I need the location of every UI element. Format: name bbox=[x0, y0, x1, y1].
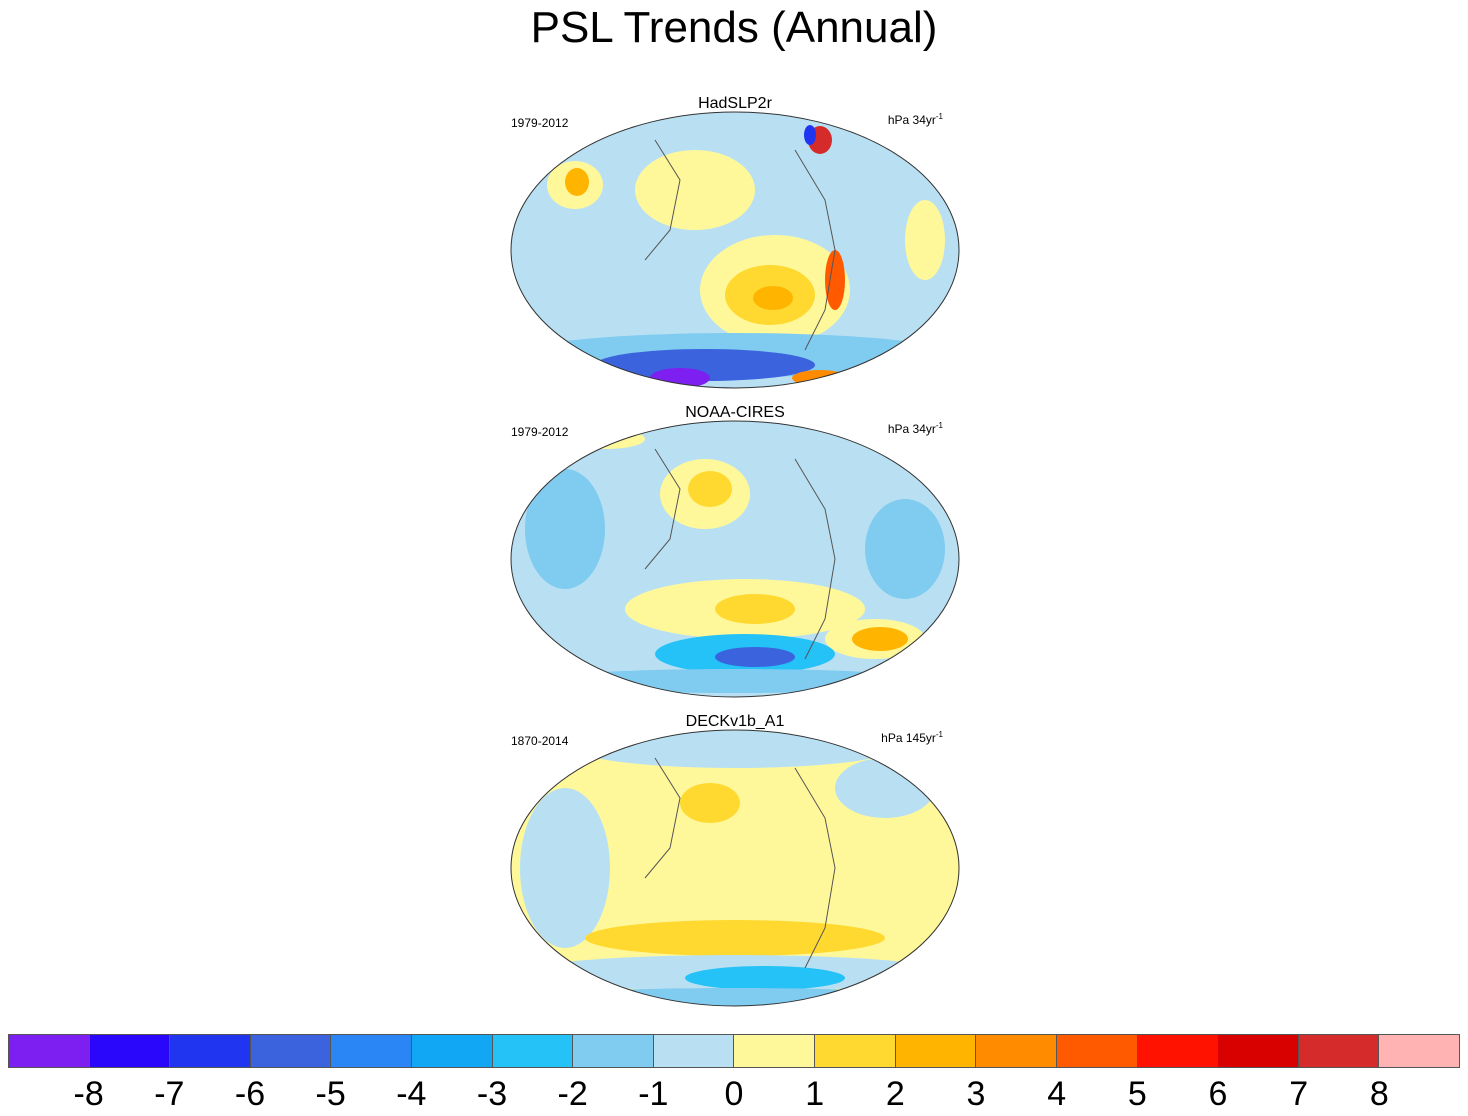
colorbar-tick-label: -6 bbox=[234, 1075, 266, 1113]
map-panel-deckv1b-a1: DECKv1b_A1 1870-2014 hPa 145yr-1 bbox=[505, 712, 965, 1012]
colorbar-box bbox=[1137, 1035, 1219, 1067]
colorbar-tick-label: -2 bbox=[557, 1075, 588, 1113]
colorbar-box bbox=[815, 1035, 896, 1067]
map-hadslp2r bbox=[510, 111, 960, 389]
colorbar-box bbox=[331, 1035, 413, 1067]
colorbar bbox=[8, 1034, 1460, 1068]
figure-title: PSL Trends (Annual) bbox=[530, 3, 938, 52]
colorbar-tick-label: 6 bbox=[1208, 1075, 1228, 1113]
panel-units: hPa 34yr-1 bbox=[887, 421, 943, 436]
panel-period: 1979-2012 bbox=[511, 425, 569, 439]
colorbar-tick-label: -3 bbox=[476, 1075, 508, 1113]
colorbar-box bbox=[170, 1035, 251, 1067]
colorbar-box bbox=[653, 1035, 735, 1067]
colorbar-box bbox=[492, 1035, 574, 1067]
colorbar-tick-label: 1 bbox=[805, 1075, 825, 1113]
panel-title: HadSLP2r bbox=[698, 95, 772, 112]
colorbar-box bbox=[976, 1035, 1057, 1067]
colorbar-box bbox=[1298, 1035, 1380, 1067]
colorbar-labels: -8 -7 -6 -5 -4 -3 -2 -1 0 1 2 3 4 5 6 7 8 bbox=[8, 1074, 1460, 1114]
colorbar-tick-label: -4 bbox=[396, 1075, 427, 1113]
colorbar-tick-label: -1 bbox=[638, 1075, 669, 1113]
colorbar-tick-label: -8 bbox=[73, 1075, 104, 1113]
colorbar-tick-label: 4 bbox=[1047, 1075, 1067, 1113]
map-noaa-cires bbox=[510, 420, 960, 698]
colorbar-tick-label: 8 bbox=[1369, 1075, 1389, 1113]
colorbar-tick-label: 7 bbox=[1289, 1075, 1309, 1113]
panel-title: DECKv1b_A1 bbox=[685, 713, 785, 730]
colorbar-box bbox=[573, 1035, 654, 1067]
colorbar-box bbox=[250, 1035, 332, 1067]
colorbar-tick-label: -7 bbox=[154, 1075, 185, 1113]
colorbar-tick-label: 5 bbox=[1127, 1075, 1147, 1113]
colorbar-box bbox=[734, 1035, 816, 1067]
colorbar-tick-label: -5 bbox=[315, 1075, 346, 1113]
colorbar-box bbox=[1379, 1035, 1459, 1067]
panel-period: 1870-2014 bbox=[511, 734, 569, 748]
panel-units: hPa 34yr-1 bbox=[887, 112, 943, 127]
map-panel-noaa-cires: NOAA-CIRES 1979-2012 hPa 34yr-1 bbox=[505, 403, 965, 703]
colorbar-tick-label: 3 bbox=[966, 1075, 986, 1113]
map-deckv1b-a1 bbox=[510, 729, 960, 1007]
panel-period: 1979-2012 bbox=[511, 116, 569, 130]
colorbar-box bbox=[1056, 1035, 1138, 1067]
colorbar-box bbox=[9, 1035, 90, 1067]
colorbar-box bbox=[1218, 1035, 1299, 1067]
colorbar-box bbox=[895, 1035, 977, 1067]
map-panel-hadslp2r: HadSLP2r 1979-2012 hPa 34yr-1 bbox=[505, 94, 965, 394]
colorbar-box bbox=[412, 1035, 493, 1067]
colorbar-box bbox=[89, 1035, 171, 1067]
colorbar-tick-label: 2 bbox=[885, 1075, 905, 1113]
panel-title: NOAA-CIRES bbox=[685, 404, 785, 421]
colorbar-tick-label: 0 bbox=[724, 1075, 744, 1113]
panel-units: hPa 145yr-1 bbox=[881, 730, 943, 745]
